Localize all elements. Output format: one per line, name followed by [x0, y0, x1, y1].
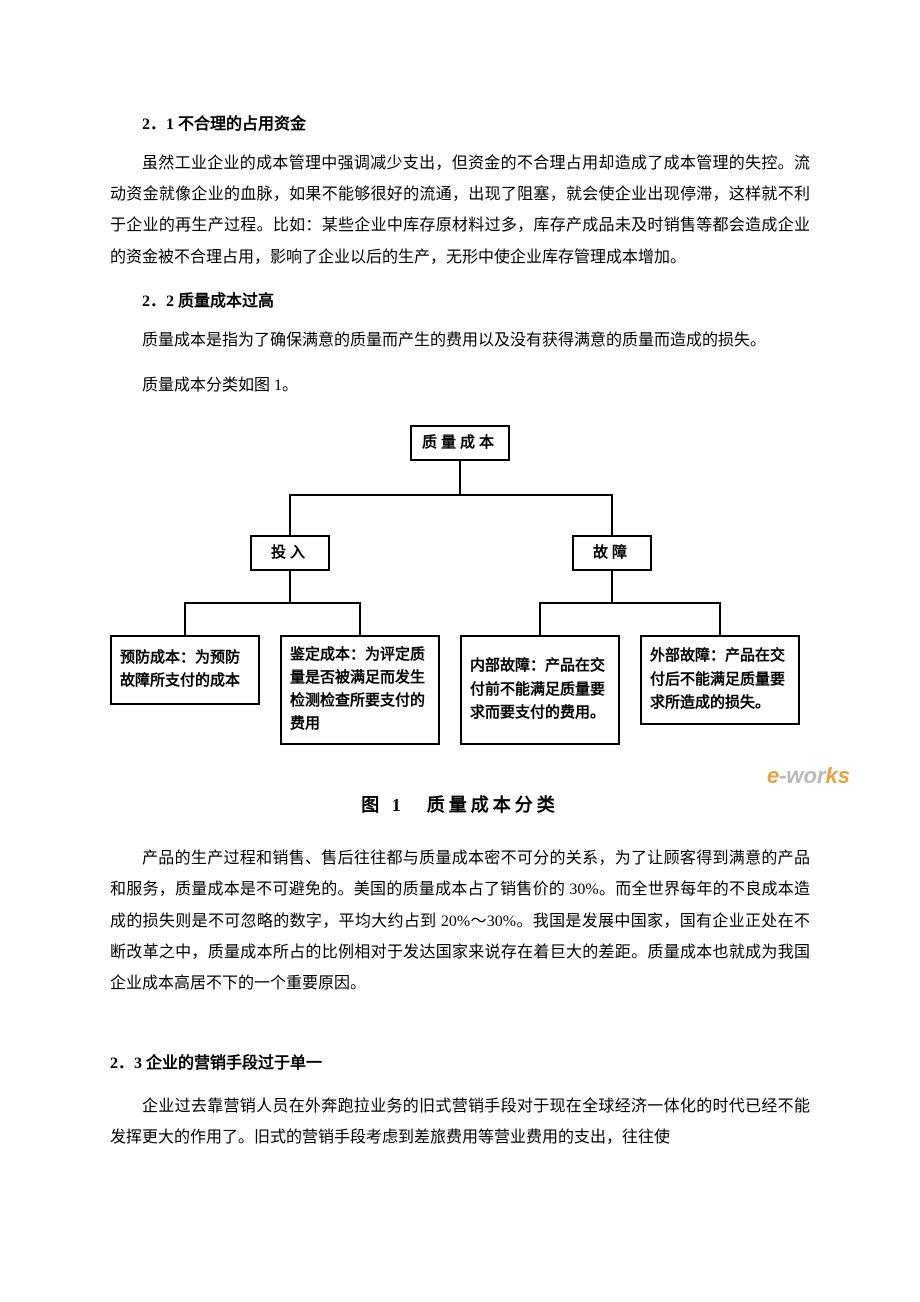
edge-2 — [185, 571, 290, 635]
watermark-prefix: e — [767, 763, 779, 788]
node-leaf2: 鉴定成本：为评定质量是否被满足而发生检测检查所要支付的费用 — [280, 635, 440, 745]
quality-cost-diagram: e-works 质量成本投入故障预防成本：为预防故障所支付的成本鉴定成本：为评定… — [110, 415, 810, 785]
watermark-logo: e-works — [767, 763, 850, 789]
watermark-suffix: ks — [826, 763, 850, 788]
watermark-mid: -wor — [779, 763, 825, 788]
para-2-2-1: 质量成本是指为了确保满意的质量而产生的费用以及没有获得满意的质量而造成的损失。 — [110, 325, 810, 356]
node-root: 质量成本 — [410, 425, 510, 461]
node-leaf1: 预防成本：为预防故障所支付的成本 — [110, 635, 260, 705]
edge-3 — [290, 571, 360, 635]
figure-caption: 图 1 质量成本分类 — [110, 791, 810, 817]
heading-2-3: 2．3 企业的营销手段过于单一 — [110, 1049, 810, 1073]
node-leaf3: 内部故障：产品在交付前不能满足质量要求而要支付的费用。 — [460, 635, 620, 745]
edge-5 — [612, 571, 720, 635]
edge-0 — [290, 461, 460, 535]
edge-1 — [460, 461, 612, 535]
para-2-1-body: 虽然工业企业的成本管理中强调减少支出，但资金的不合理占用却造成了成本管理的失控。… — [110, 148, 810, 273]
node-right: 故障 — [572, 535, 652, 571]
heading-2-2: 2．2 质量成本过高 — [110, 287, 810, 311]
para-2-3-body: 企业过去靠营销人员在外奔跑拉业务的旧式营销手段对于现在全球经济一体化的时代已经不… — [110, 1091, 810, 1153]
edge-4 — [540, 571, 612, 635]
document-page: 2．1 不合理的占用资金 虽然工业企业的成本管理中强调减少支出，但资金的不合理占… — [0, 0, 920, 1302]
node-left: 投入 — [250, 535, 330, 571]
para-2-2-2: 质量成本分类如图 1。 — [110, 370, 810, 401]
node-leaf4: 外部故障：产品在交付后不能满足质量要求所造成的损失。 — [640, 635, 800, 725]
heading-2-1: 2．1 不合理的占用资金 — [110, 110, 810, 134]
para-2-2-3: 产品的生产过程和销售、售后往往都与质量成本密不可分的关系，为了让顾客得到满意的产… — [110, 843, 810, 999]
